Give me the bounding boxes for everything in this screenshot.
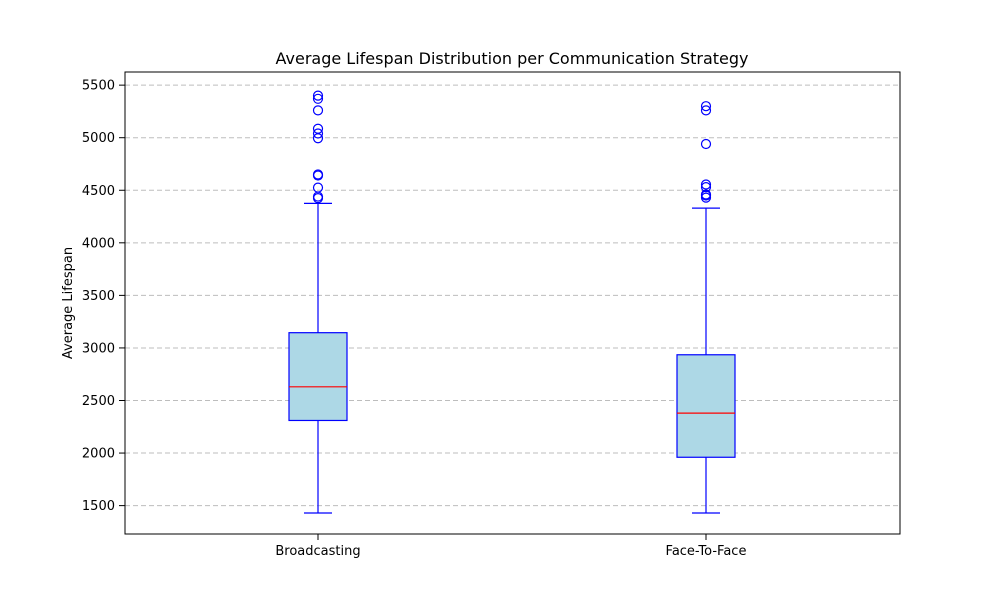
y-tick-label: 2500 (82, 394, 115, 409)
y-tick-label: 5000 (82, 131, 115, 146)
y-tick-label: 2000 (82, 447, 115, 462)
box-rect (288, 332, 348, 422)
y-tick-label: 3500 (82, 289, 115, 304)
outlier-point (312, 93, 324, 104)
outlier-point (700, 182, 712, 193)
boxplot-series-2 (676, 101, 736, 514)
outlier-point (312, 90, 324, 101)
outlier-point (312, 169, 324, 180)
outlier-point (700, 189, 712, 200)
y-tick-label: 4000 (82, 236, 115, 251)
chart-title: Average Lifespan Distribution per Commun… (276, 49, 749, 68)
y-tick-label: 1500 (82, 499, 115, 514)
outlier-point (312, 182, 324, 193)
plot-layer (288, 90, 736, 514)
x-tick-label: Face-To-Face (666, 544, 747, 559)
axis-layer: 1500 2000 2500 3000 3500 4000 4500 5000 5500 Broa… (82, 71, 901, 559)
x-tick-label: Broadcasting (275, 544, 360, 559)
y-tick-label: 4500 (82, 184, 115, 199)
y-tick-label: 5500 (82, 79, 115, 94)
outlier-point (312, 105, 324, 116)
outlier-point (700, 105, 712, 116)
y-axis-title: Average Lifespan (61, 247, 76, 359)
box-rect (676, 354, 736, 458)
plot-frame (124, 71, 901, 535)
boxplot-series-1 (288, 90, 348, 514)
outlier-point (700, 179, 712, 190)
outlier-point (700, 101, 712, 112)
y-tick-label: 3000 (82, 341, 115, 356)
outlier-point (700, 138, 712, 150)
outlier-point (312, 128, 324, 139)
grid-layer (125, 84, 900, 507)
outlier-point (312, 123, 324, 134)
